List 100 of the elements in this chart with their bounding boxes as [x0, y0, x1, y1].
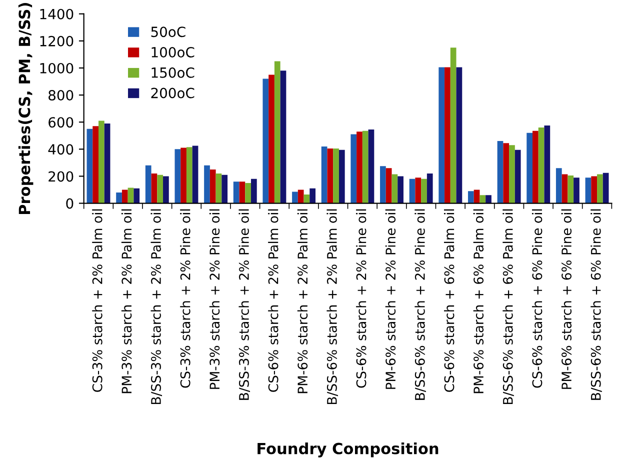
bar: [239, 182, 246, 204]
bar: [426, 174, 433, 204]
bar: [597, 174, 603, 204]
bar: [186, 147, 192, 204]
bar: [122, 190, 128, 204]
bar: [538, 128, 544, 204]
bar: [163, 176, 169, 204]
bar: [92, 126, 98, 204]
x-tick-label: CS-6% starch + 6% Pine oil: [532, 209, 542, 388]
bar: [321, 146, 328, 204]
bar: [333, 148, 339, 204]
x-tick-label: PM-6% starch + 6% Pine oil: [561, 209, 572, 389]
y-tick-label: 1000: [40, 62, 74, 74]
y-tick-label: 1200: [40, 36, 74, 46]
bar: [503, 143, 510, 204]
bar: [157, 174, 164, 204]
bar: [280, 70, 286, 204]
bar: [415, 178, 422, 204]
bar: [327, 148, 334, 204]
x-tick-label: PM-3% starch + 2% Palm oil: [121, 209, 132, 394]
bar: [98, 120, 104, 204]
bar: [210, 169, 216, 204]
bar: [298, 190, 304, 204]
bar: [602, 172, 609, 204]
bar: [544, 125, 550, 204]
x-tick-label: PM-6% starch + 2% Pine oil: [385, 209, 396, 389]
bar: [421, 178, 427, 204]
bar: [128, 188, 134, 204]
bar: [174, 149, 181, 204]
x-tick-label: CS-6% starch + 2% Pine oil: [356, 209, 366, 388]
x-tick-label: B/SS-6% starch + 2% Palm oil: [326, 209, 338, 404]
legend-label: 200oC: [151, 88, 194, 98]
bar: [398, 176, 404, 204]
bar: [532, 130, 538, 204]
legend-label: 150oC: [152, 67, 194, 78]
y-tick-label: 1400: [40, 8, 74, 20]
x-tick-label: B/SS-6% starch + 2% Pine oil: [414, 209, 426, 400]
x-tick-label: B/SS-6% starch + 6% Palm oil: [502, 209, 514, 404]
bar: [268, 74, 274, 204]
y-tick-label: 600: [48, 117, 74, 128]
x-tick-label: CS-3% starch + 2% Pine oil: [180, 209, 190, 388]
x-axis-title: Foundry Composition: [258, 442, 438, 458]
y-tick-label: 800: [48, 90, 74, 101]
bar: [526, 132, 533, 204]
bar: [292, 192, 298, 204]
bar: [438, 67, 445, 204]
bar: [338, 150, 345, 204]
bar: [104, 123, 110, 204]
bar: [585, 178, 592, 204]
y-axis-title: Properties(CS, PM, B/SS): [18, 3, 34, 214]
y-tick-label: 0: [66, 198, 74, 209]
x-tick-label: CS-6% starch + 2% Palm oil: [268, 209, 278, 392]
bar: [86, 128, 93, 204]
bar: [556, 168, 562, 204]
bar: [216, 174, 222, 204]
bar: [350, 134, 357, 204]
bar: [262, 78, 269, 204]
bar: [474, 190, 480, 204]
bar: [480, 195, 486, 204]
bar: [180, 148, 186, 204]
bar: [562, 174, 568, 204]
x-tick-label: B/SS-6% starch + 6% Pine oil: [590, 209, 602, 400]
bar: [356, 132, 362, 204]
legend-label: 50oC: [151, 26, 186, 38]
bar: [444, 67, 450, 204]
bar: [497, 141, 504, 204]
bar: [509, 145, 515, 204]
bar: [450, 48, 456, 204]
bar: [274, 61, 280, 204]
bar: [151, 174, 158, 204]
bar: [514, 150, 521, 204]
bar: [192, 146, 198, 204]
bar: [380, 166, 386, 204]
bar: [486, 195, 492, 204]
bar: [568, 176, 574, 204]
y-tick-label: 200: [48, 171, 74, 182]
bar: [116, 192, 122, 204]
bar: [456, 67, 462, 204]
bar: [245, 182, 251, 204]
bar: [362, 130, 368, 204]
bar: [591, 176, 598, 204]
x-tick-label: PM-3% starch + 2% Pine oil: [209, 209, 220, 389]
bar: [204, 165, 210, 204]
bar: [409, 178, 416, 204]
x-tick-label: B/SS-3% starch + 2% Palm oil: [150, 209, 162, 404]
bar: [222, 174, 228, 204]
bar: [310, 188, 316, 204]
bar: [145, 165, 152, 204]
x-tick-label: CS-6% starch + 6% Palm oil: [444, 209, 454, 392]
bar: [368, 130, 374, 204]
bar: [468, 191, 474, 204]
bar: [392, 174, 398, 204]
x-tick-label: PM-6% starch + 2% Palm oil: [297, 209, 308, 394]
bar: [574, 178, 580, 204]
y-tick-label: 400: [48, 144, 74, 155]
legend-label: 100oC: [152, 46, 194, 58]
x-tick-label: B/SS-3% starch + 2% Pine oil: [238, 209, 250, 400]
x-tick-label: CS-3% starch + 2% Palm oil: [92, 209, 102, 392]
bar: [233, 182, 240, 204]
x-tick-label: PM-6% starch + 6% Palm oil: [473, 209, 484, 394]
